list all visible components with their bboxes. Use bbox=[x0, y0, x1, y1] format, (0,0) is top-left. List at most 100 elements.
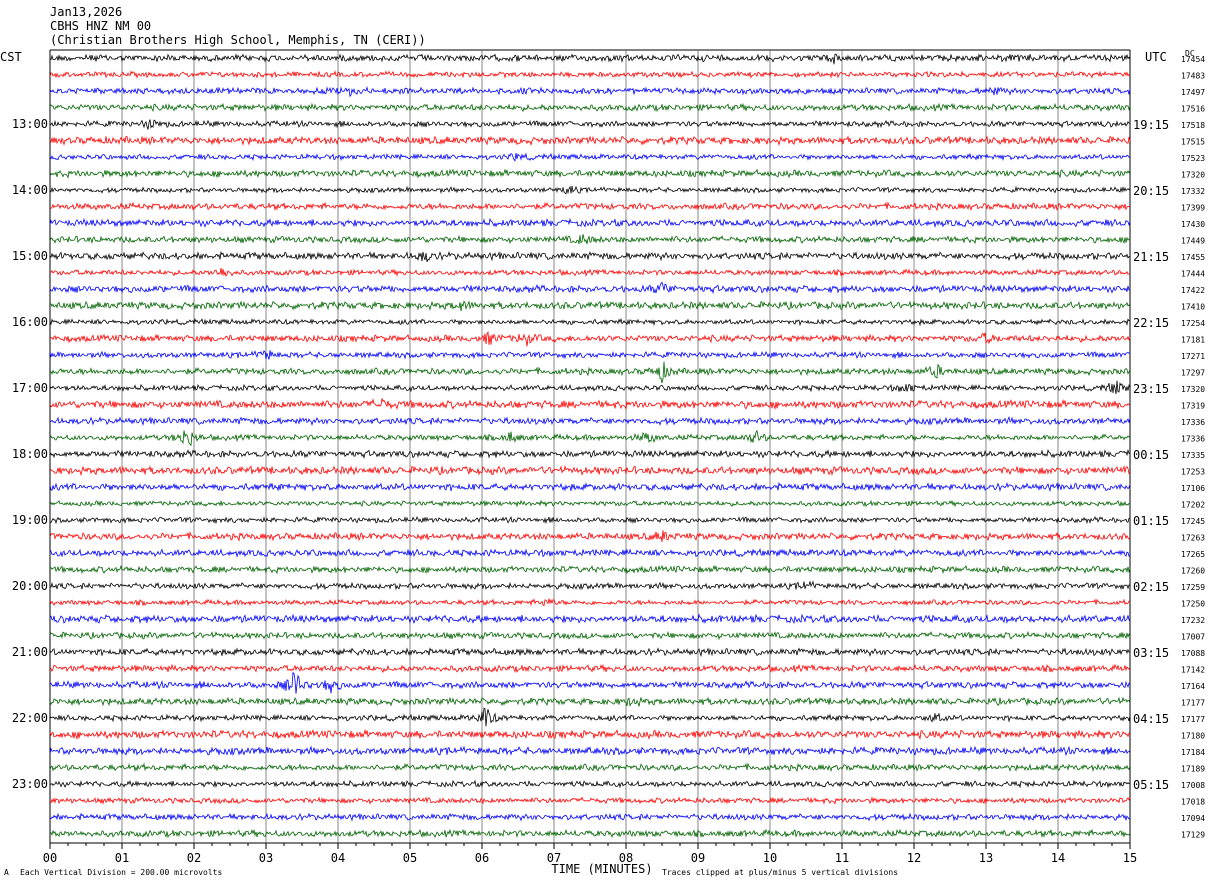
dc-offset-label: 17254 bbox=[1181, 319, 1205, 328]
seismic-trace-row bbox=[49, 499, 1131, 508]
seismic-trace-row bbox=[49, 152, 1131, 162]
right-hour-label: 21:15 bbox=[1133, 250, 1169, 264]
right-hour-label: 03:15 bbox=[1133, 646, 1169, 660]
dc-offset-label: 17454 bbox=[1181, 55, 1205, 64]
seismic-trace-row bbox=[49, 267, 1131, 277]
dc-offset-label: 17177 bbox=[1181, 699, 1205, 708]
x-tick-label: 13 bbox=[979, 851, 993, 865]
x-tick-label: 02 bbox=[187, 851, 201, 865]
seismic-trace-row bbox=[49, 564, 1131, 575]
dc-offset-label: 17007 bbox=[1181, 633, 1205, 642]
dc-offset-label: 17129 bbox=[1181, 831, 1205, 840]
seismic-trace-row bbox=[49, 745, 1131, 757]
dc-offset-label: 17518 bbox=[1181, 121, 1205, 130]
seismic-trace-row bbox=[49, 234, 1131, 245]
dc-offset-label: 17444 bbox=[1181, 270, 1205, 279]
seismic-trace-row bbox=[49, 547, 1131, 558]
x-tick-label: 01 bbox=[115, 851, 129, 865]
dc-offset-label: 17263 bbox=[1181, 534, 1205, 543]
seismic-trace-row bbox=[49, 516, 1131, 525]
x-tick-label: 08 bbox=[619, 851, 633, 865]
right-hour-label: 19:15 bbox=[1133, 118, 1169, 132]
dc-offset-label: 17497 bbox=[1181, 88, 1205, 97]
seismic-trace-row bbox=[49, 828, 1131, 839]
dc-offset-label: 17422 bbox=[1181, 286, 1205, 295]
seismic-trace-row bbox=[49, 630, 1131, 641]
left-hour-label: 19:00 bbox=[12, 513, 48, 527]
seismic-trace-row bbox=[49, 201, 1131, 212]
x-tick-label: 06 bbox=[475, 851, 489, 865]
dc-offset-label: 17320 bbox=[1181, 171, 1205, 180]
dc-offset-label: 17189 bbox=[1181, 765, 1205, 774]
right-hour-label: 22:15 bbox=[1133, 316, 1169, 330]
right-hour-label: 00:15 bbox=[1133, 448, 1169, 462]
corner-mark: A bbox=[4, 868, 9, 877]
x-tick-label: 12 bbox=[907, 851, 921, 865]
dc-offset-label: 17184 bbox=[1181, 748, 1205, 757]
dc-offset-label: 17449 bbox=[1181, 237, 1205, 246]
seismic-trace-row bbox=[49, 481, 1131, 493]
seismic-trace-row bbox=[50, 580, 1131, 591]
seismic-trace-row bbox=[49, 361, 1131, 383]
dc-offset-label: 17259 bbox=[1181, 583, 1205, 592]
seismic-trace-row bbox=[49, 380, 1131, 395]
seismic-trace-row bbox=[49, 464, 1131, 477]
x-tick-label: 10 bbox=[763, 851, 777, 865]
dc-offset-label: 17232 bbox=[1181, 616, 1205, 625]
dc-offset-label: 17177 bbox=[1181, 715, 1205, 724]
dc-offset-label: 17260 bbox=[1181, 567, 1205, 576]
seismic-trace-row bbox=[49, 429, 1131, 447]
dc-offset-label: 17018 bbox=[1181, 798, 1205, 807]
x-tick-label: 04 bbox=[331, 851, 345, 865]
dc-offset-label: 17253 bbox=[1181, 468, 1205, 477]
dc-offset-label: 17181 bbox=[1181, 336, 1205, 345]
dc-offset-label: 17332 bbox=[1181, 187, 1205, 196]
seismic-trace-row bbox=[49, 300, 1131, 312]
left-hour-label: 21:00 bbox=[12, 645, 48, 659]
seismic-trace-row bbox=[49, 613, 1131, 625]
seismic-trace-row bbox=[49, 663, 1131, 674]
dc-offset-label: 17202 bbox=[1181, 501, 1205, 510]
dc-offset-label: 17106 bbox=[1181, 484, 1205, 493]
dc-offset-label: 17265 bbox=[1181, 550, 1205, 559]
x-tick-label: 15 bbox=[1123, 851, 1137, 865]
right-hour-label: 02:15 bbox=[1133, 580, 1169, 594]
dc-offset-label: 17250 bbox=[1181, 600, 1205, 609]
dc-offset-label: 17336 bbox=[1181, 435, 1205, 444]
clip-note: Traces clipped at plus/minus 5 vertical … bbox=[662, 868, 899, 877]
seismic-trace-row bbox=[49, 598, 1131, 607]
seismic-trace-row bbox=[49, 119, 1131, 130]
dc-header-label: DC bbox=[1185, 49, 1195, 58]
seismic-trace-row bbox=[49, 728, 1131, 741]
scale-note: Each Vertical Division = 200.00 microvol… bbox=[20, 868, 223, 877]
dc-offset-label: 17319 bbox=[1181, 402, 1205, 411]
right-hour-label: 05:15 bbox=[1133, 778, 1169, 792]
left-hour-label: 16:00 bbox=[12, 315, 48, 329]
left-hour-label: 18:00 bbox=[12, 447, 48, 461]
seismic-trace-row bbox=[49, 350, 1131, 360]
dc-offset-label: 17320 bbox=[1181, 385, 1205, 394]
seismic-trace-row bbox=[49, 796, 1131, 805]
seismic-trace-row bbox=[49, 330, 1131, 347]
seismic-trace-row bbox=[49, 416, 1131, 426]
seismic-trace-row bbox=[49, 398, 1131, 411]
seismic-trace-row bbox=[49, 317, 1131, 327]
right-hour-label: 20:15 bbox=[1133, 184, 1169, 198]
seismic-trace-row bbox=[49, 762, 1131, 773]
seismic-trace-row bbox=[49, 102, 1131, 113]
dc-offset-label: 17399 bbox=[1181, 204, 1205, 213]
x-tick-label: 07 bbox=[547, 851, 561, 865]
seismic-trace-row bbox=[49, 281, 1131, 295]
dc-offset-label: 17483 bbox=[1181, 72, 1205, 81]
dc-offset-label: 17336 bbox=[1181, 418, 1205, 427]
x-tick-label: 09 bbox=[691, 851, 705, 865]
seismic-trace-row bbox=[49, 70, 1131, 79]
dc-offset-label: 17180 bbox=[1181, 732, 1205, 741]
left-hour-label: 20:00 bbox=[12, 579, 48, 593]
left-hour-label: 13:00 bbox=[12, 117, 48, 131]
dc-offset-label: 17142 bbox=[1181, 666, 1205, 675]
dc-offset-label: 17094 bbox=[1181, 814, 1205, 823]
x-axis-title: TIME (MINUTES) bbox=[551, 862, 652, 876]
dc-offset-label: 17410 bbox=[1181, 303, 1205, 312]
